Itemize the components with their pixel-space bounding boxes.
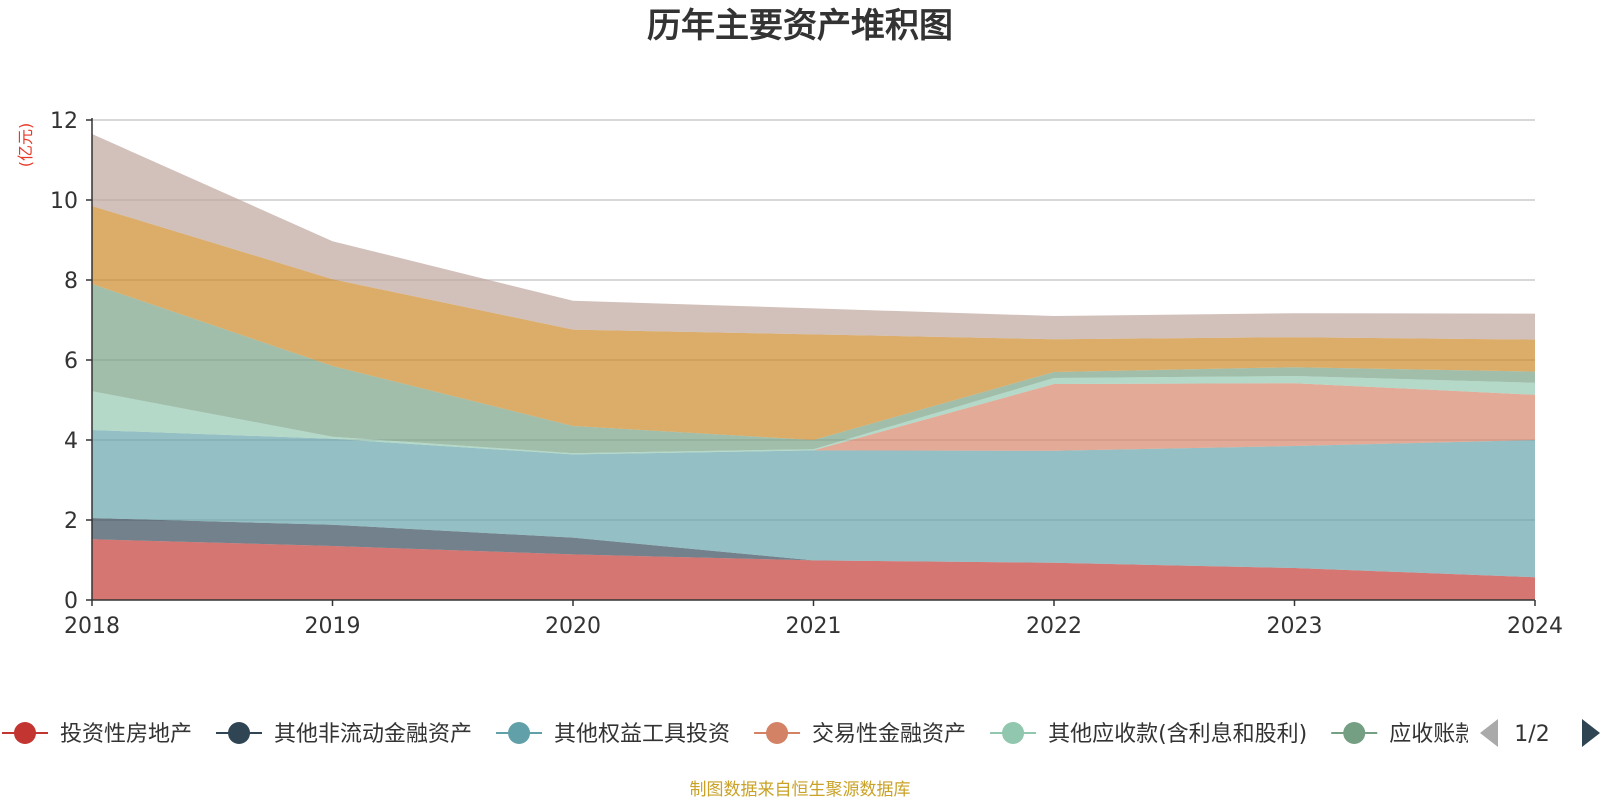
legend-item-3[interactable]: 其他权益工具投资	[496, 722, 730, 747]
legend-circle-marker	[1343, 722, 1366, 744]
area-series-4	[92, 383, 1535, 455]
legend-item-1[interactable]: 投资性房地产	[2, 722, 192, 747]
x-tick-label: 2024	[1507, 614, 1563, 639]
axes	[86, 118, 1536, 606]
y-axis-unit-label: (亿元)	[16, 123, 35, 168]
x-tick-label: 2023	[1267, 614, 1323, 639]
legend: 投资性房地产 其他非流动金融资产 其他权益工具投资 交易性金融资产 其他应收款(含利息和…	[2, 722, 1477, 747]
legend-label: 其他应收款(含利息和股利)	[1048, 722, 1307, 747]
x-tick-label: 2022	[1026, 614, 1082, 639]
legend-circle-marker	[228, 722, 251, 744]
area-series-6	[92, 284, 1535, 454]
legend-pager: 1/2	[1480, 719, 1600, 747]
legend-circle-marker	[14, 722, 36, 744]
legend-circle-marker	[508, 722, 531, 744]
legend-item-5[interactable]: 其他应收款(含利息和股利)	[990, 722, 1307, 747]
area-series-7	[92, 206, 1535, 440]
y-tick-label: 6	[64, 349, 78, 374]
y-tick-label: 4	[64, 429, 78, 454]
legend-item-6[interactable]: 应收账款	[1331, 722, 1477, 747]
y-tick-label: 2	[64, 509, 78, 534]
data-source-note: 制图数据来自恒生聚源数据库	[690, 780, 911, 800]
legend-label: 应收账款	[1389, 722, 1477, 747]
y-tick-label: 12	[50, 109, 78, 134]
x-tick-label: 2018	[64, 614, 120, 639]
area-series-3	[92, 430, 1535, 578]
y-tick-label: 0	[64, 589, 78, 614]
legend-label: 投资性房地产	[60, 722, 192, 747]
x-tick-label: 2021	[786, 614, 842, 639]
legend-circle-marker	[766, 722, 789, 744]
area-series-1	[92, 539, 1535, 600]
x-tick-label: 2020	[545, 614, 601, 639]
legend-item-4[interactable]: 交易性金融资产	[754, 722, 966, 747]
legend-page-indicator: 1/2	[1514, 722, 1549, 747]
y-tick-label: 8	[64, 269, 78, 294]
legend-label: 其他非流动金融资产	[274, 722, 472, 747]
y-tick-label: 10	[50, 189, 78, 214]
legend-label: 其他权益工具投资	[554, 722, 730, 747]
tick-labels: 0 2 4 6 8 10 12 2018 2019 2020 2021 2022 2023 2024	[50, 109, 1563, 639]
legend-next-page-icon[interactable]	[1582, 719, 1600, 747]
area-series-layer	[92, 134, 1535, 600]
legend-prev-page-icon[interactable]	[1480, 719, 1498, 747]
legend-item-2[interactable]: 其他非流动金融资产	[216, 722, 472, 747]
chart-title: 历年主要资产堆积图	[647, 6, 953, 46]
legend-label: 交易性金融资产	[812, 722, 966, 747]
legend-circle-marker	[1002, 722, 1025, 744]
x-tick-label: 2019	[305, 614, 361, 639]
area-series-2	[92, 518, 1535, 578]
area-series-8	[92, 134, 1535, 340]
area-series-5	[92, 376, 1535, 455]
